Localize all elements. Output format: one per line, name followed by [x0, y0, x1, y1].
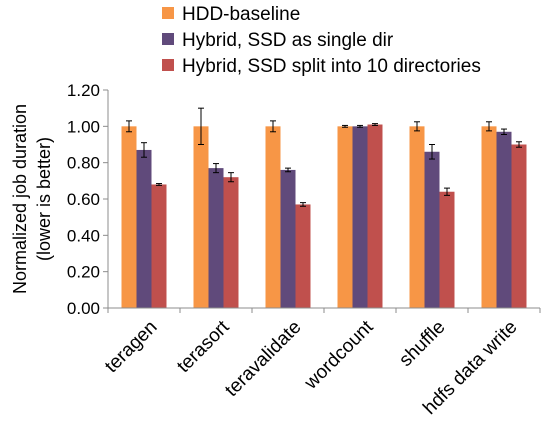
- bar: [121, 126, 137, 308]
- y-tick-label: 1.00: [67, 117, 100, 136]
- bar: [496, 131, 512, 308]
- legend-label-ssd-split: Hybrid, SSD split into 10 directories: [182, 56, 481, 77]
- legend-label-ssd-single: Hybrid, SSD as single dir: [182, 30, 394, 51]
- x-tick-label: teragen: [101, 317, 161, 377]
- legend-swatch-ssd-split: [162, 58, 174, 71]
- y-tick-label: 0.00: [67, 299, 100, 318]
- x-tick-label: teravalidate: [221, 317, 305, 401]
- y-axis-label-line: Normalized job duration: [10, 104, 30, 294]
- bar: [295, 204, 311, 308]
- legend-item-hdd: HDD-baseline: [162, 4, 481, 30]
- bar: [208, 168, 224, 308]
- legend-item-ssd-single: Hybrid, SSD as single dir: [162, 30, 481, 56]
- bar: [409, 126, 425, 308]
- bar: [439, 191, 455, 308]
- y-tick-label: 0.40: [67, 226, 100, 245]
- bar: [136, 149, 152, 308]
- bar: [511, 144, 527, 308]
- y-tick-label: 0.80: [67, 154, 100, 173]
- bar: [337, 126, 353, 308]
- y-axis-label: Normalized job duration (lower is better): [10, 104, 54, 294]
- bar: [223, 177, 239, 308]
- bar: [424, 151, 440, 308]
- y-tick-label: 0.60: [67, 190, 100, 209]
- bar: [280, 169, 296, 308]
- bar: [352, 126, 368, 308]
- bar: [265, 126, 281, 308]
- x-tick-label: shuffle: [395, 317, 449, 371]
- y-axis-label-line: (lower is better): [34, 137, 54, 261]
- legend: HDD-baseline Hybrid, SSD as single dir H…: [162, 4, 481, 82]
- y-axis-ticks: 0.00 0.20 0.40 0.60 0.80 1.00 1.20: [67, 81, 108, 318]
- y-tick-label: 1.20: [67, 81, 100, 100]
- bar: [193, 126, 209, 308]
- bar: [367, 124, 383, 309]
- x-tick-label: terasort: [173, 316, 234, 377]
- x-tick-label: wordcount: [300, 316, 378, 394]
- legend-item-ssd-split: Hybrid, SSD split into 10 directories: [162, 56, 481, 82]
- bar: [481, 126, 497, 308]
- legend-swatch-ssd-single: [162, 32, 174, 45]
- legend-swatch-hdd: [162, 6, 174, 19]
- bars: [121, 107, 527, 309]
- bar: [151, 184, 167, 308]
- y-tick-label: 0.20: [67, 263, 100, 282]
- legend-label-hdd: HDD-baseline: [182, 4, 301, 25]
